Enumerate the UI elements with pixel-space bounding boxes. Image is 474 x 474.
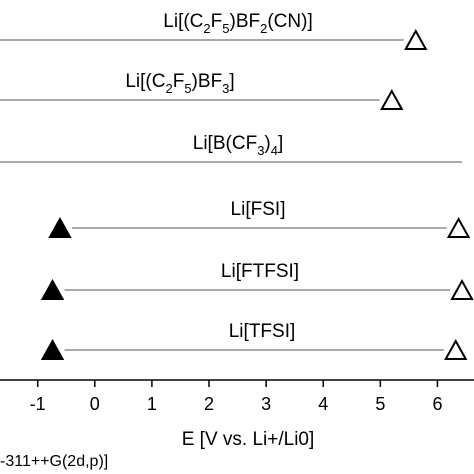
- marker: [380, 88, 404, 110]
- x-tick-label: 5: [375, 394, 385, 414]
- x-tick-label: 4: [318, 394, 328, 414]
- marker: [404, 28, 428, 50]
- marker: [444, 338, 468, 360]
- x-tick-label: 3: [261, 394, 271, 414]
- x-tick-label: -1: [30, 394, 46, 414]
- row-label: Li[(C2F5)BF3]: [125, 71, 234, 96]
- marker: [48, 216, 72, 238]
- marker: [40, 338, 65, 360]
- row-label: Li[FTFSI]: [221, 261, 299, 282]
- row-label: Li[TFSI]: [229, 321, 296, 342]
- x-tick-label: 6: [432, 394, 442, 414]
- annotation: -311++G(2d,p)]: [0, 453, 108, 470]
- row-label: Li[FSI]: [231, 199, 286, 220]
- marker: [450, 278, 474, 300]
- x-tick-label: 2: [204, 394, 214, 414]
- marker: [40, 278, 65, 300]
- row-label: Li[(C2F5)BF2(CN)]: [163, 11, 313, 36]
- x-tick-label: 0: [90, 394, 100, 414]
- x-axis-label: E [V vs. Li+/Li0]: [182, 429, 315, 450]
- row-label: Li[B(CF3)4]: [193, 133, 284, 158]
- x-tick-label: 1: [147, 394, 157, 414]
- marker: [446, 216, 471, 238]
